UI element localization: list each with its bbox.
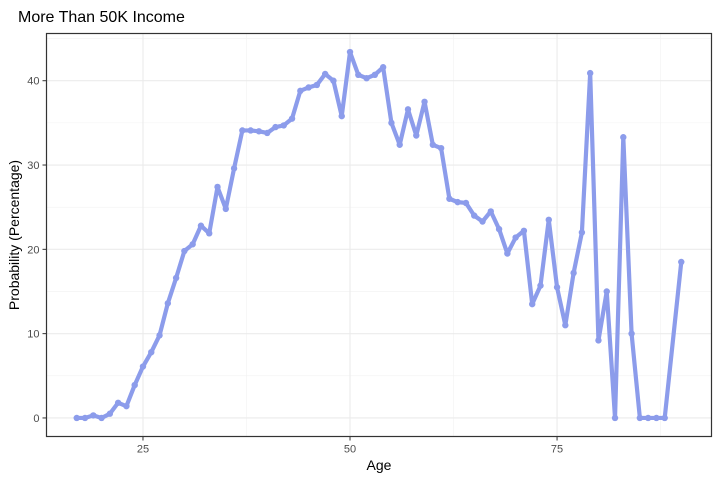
data-point [487,208,494,215]
data-point [305,84,312,91]
data-point [222,205,229,213]
data-point [172,274,180,282]
data-point [156,332,163,339]
y-axis: 0 10 20 30 40 [27,76,47,425]
data-point [164,300,172,307]
data-point [479,218,486,225]
data-point [595,337,602,344]
y-axis-title: Probability (Percentage) [6,160,22,310]
data-point [98,414,105,422]
data-point [106,410,114,417]
data-point [603,288,610,295]
data-point [413,132,420,139]
data-point [264,129,271,137]
data-point [123,402,130,410]
data-point [628,330,635,337]
data-point [131,381,138,389]
data-point [396,141,403,148]
data-point [181,247,188,255]
data-point [255,128,263,135]
data-point [189,241,196,248]
data-point [586,69,594,77]
series-line [74,49,684,421]
data-point [288,115,296,122]
data-point [148,348,155,356]
data-point [454,198,461,206]
data-point [338,112,345,120]
data-point [661,414,668,422]
data-point [379,64,387,71]
y-tick-label: 0 [33,413,39,425]
data-point [114,399,122,406]
data-point [90,412,97,419]
data-point [214,183,221,191]
data-point [653,414,660,422]
y-tick-label: 20 [27,244,39,256]
data-point [562,322,569,329]
data-point [313,81,321,89]
data-point [678,258,685,266]
data-point [537,282,544,289]
data-point [471,212,478,219]
x-tick-label: 50 [344,444,356,456]
data-point [462,199,470,207]
data-point [520,227,528,234]
data-point [139,363,147,370]
data-point [529,300,536,308]
data-point [429,141,437,148]
data-point [371,71,379,79]
x-axis: 25 50 75 [137,436,563,456]
y-tick-label: 30 [27,160,39,172]
data-point [512,234,519,241]
data-point [73,414,80,422]
data-point [421,98,428,105]
data-point [81,414,89,422]
data-point [644,414,652,422]
x-tick-label: 75 [551,444,563,456]
data-point [197,222,205,229]
data-point [206,230,213,237]
data-point [239,127,246,134]
data-point [446,195,453,202]
y-tick-label: 10 [27,329,39,341]
data-point [504,250,511,257]
data-point [570,269,577,277]
data-point [330,77,337,84]
data-point [346,48,354,56]
data-point [553,284,561,291]
data-point [611,414,619,422]
data-point [355,71,362,79]
x-axis-title: Age [367,457,392,473]
data-point [388,119,395,127]
data-point [230,165,238,172]
data-point [363,74,370,82]
data-point [545,216,552,224]
data-point [280,122,287,129]
series-group [73,48,685,422]
data-point [404,106,412,113]
data-point [495,225,503,233]
data-point [297,87,304,95]
data-point [321,70,329,78]
data-point [437,144,445,152]
data-point [620,134,627,141]
x-tick-label: 25 [137,444,149,456]
data-point [636,414,644,422]
data-point [272,123,279,131]
chart-title: More Than 50K Income [18,9,185,26]
data-point [247,127,254,134]
panel-border [45,32,713,438]
data-point [578,229,586,236]
y-tick-label: 40 [27,76,39,88]
